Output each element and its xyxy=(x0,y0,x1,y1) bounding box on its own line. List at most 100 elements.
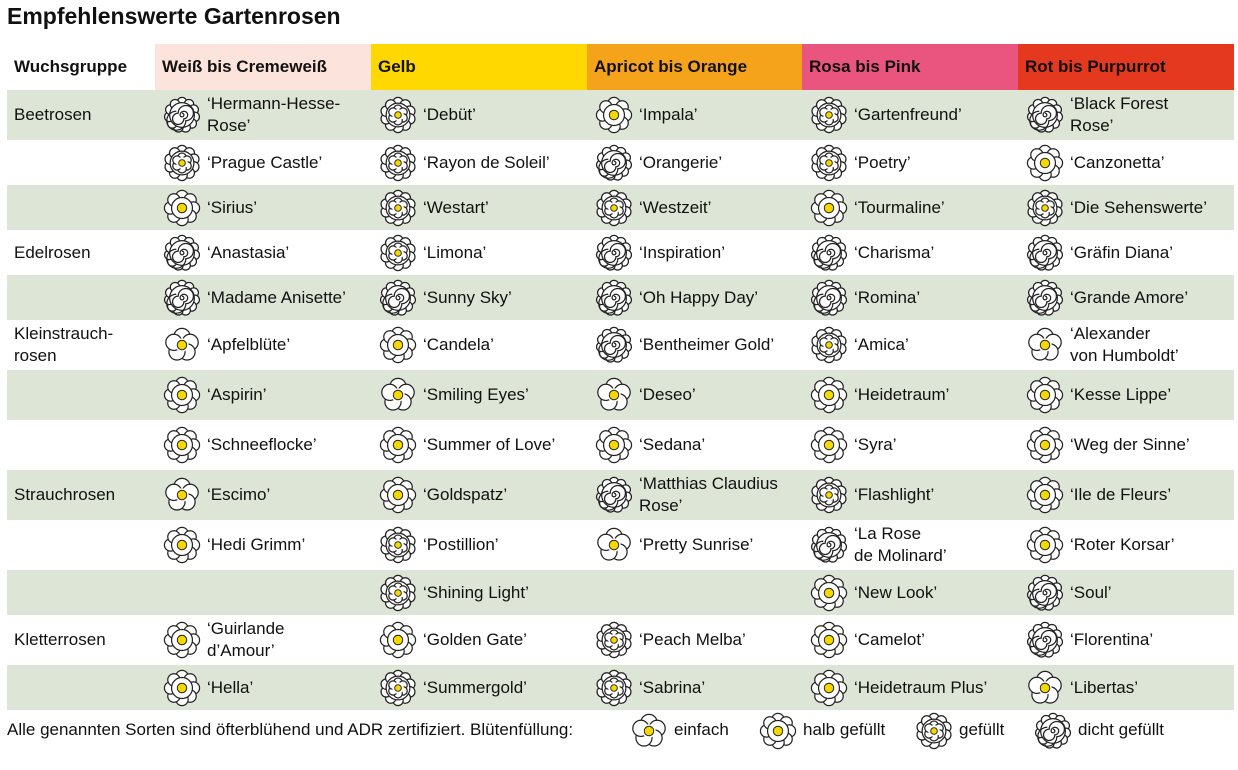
rose-icon xyxy=(379,476,417,514)
rose-icon xyxy=(759,712,797,750)
rose-icon xyxy=(381,377,415,411)
rose-icon xyxy=(597,377,631,411)
rose-name: ‘Smiling Eyes’ xyxy=(423,385,529,404)
rose-name: ‘Weg der Sinne’ xyxy=(1070,435,1190,454)
rose-name: ‘Rayon de Soleil’ xyxy=(423,152,550,172)
rose-icon xyxy=(595,326,633,363)
rose-name: ‘Flashlight’ xyxy=(854,485,935,504)
rose-icon xyxy=(379,426,417,464)
footnote: Alle genannten Sorten sind öfterblühend … xyxy=(7,720,574,739)
rose-icon xyxy=(595,476,633,513)
rose-icon xyxy=(165,477,199,511)
rose-name: ‘Hermann-Hesse- Rose’ xyxy=(207,94,341,135)
rose-icon xyxy=(163,189,201,226)
rose-name: ‘Romina’ xyxy=(854,287,921,307)
rose-icon xyxy=(379,279,417,316)
rose-name: ‘Candela’ xyxy=(423,335,494,354)
rose-name: ‘Ile de Fleurs’ xyxy=(1070,485,1172,504)
rose-name: ‘Escimo’ xyxy=(207,485,271,504)
rose-icon xyxy=(810,426,848,464)
rose-name: ‘Bentheimer Gold’ xyxy=(639,335,775,354)
rose-icon xyxy=(810,574,848,611)
rose-name: ‘Sunny Sky’ xyxy=(423,287,512,307)
rose-icon xyxy=(163,279,201,316)
rose-icon xyxy=(163,426,201,464)
legend-label: gefüllt xyxy=(959,720,1005,739)
rose-name: ‘Charisma’ xyxy=(854,242,935,262)
rose-name: ‘Camelot’ xyxy=(854,630,925,649)
rose-icon xyxy=(811,326,847,364)
rose-name: ‘Poetry’ xyxy=(854,152,911,172)
rose-icon xyxy=(811,476,847,514)
rose-icon xyxy=(163,376,201,414)
rose-name: ‘Amica’ xyxy=(854,335,909,354)
rose-name: ‘New Look’ xyxy=(854,582,938,602)
rose-icon xyxy=(380,234,416,271)
rose-name: ‘Madame Anisette’ xyxy=(207,287,346,307)
rose-name: ‘Pretty Sunrise’ xyxy=(639,535,754,554)
rose-icon xyxy=(379,326,417,364)
rose-icon xyxy=(595,234,633,271)
rose-name: ‘Libertas’ xyxy=(1070,677,1139,697)
column-header: Weiß bis Cremeweiß xyxy=(155,44,371,90)
rose-icon xyxy=(380,96,416,134)
rose-name: ‘Alexander von Humboldt’ xyxy=(1070,324,1179,365)
rose-icon xyxy=(165,327,199,361)
rose-icon xyxy=(1026,526,1064,564)
rose-name: ‘Sabrina’ xyxy=(639,677,706,697)
rose-name: ‘Debüt’ xyxy=(423,105,476,124)
rose-icon xyxy=(380,144,416,181)
rose-icon xyxy=(810,234,848,271)
rose-name: ‘Heidetraum Plus’ xyxy=(854,677,988,697)
rose-name: ‘Gartenfreund’ xyxy=(854,105,962,124)
rose-icon xyxy=(810,669,848,706)
rose-name: ‘Kesse Lippe’ xyxy=(1070,385,1172,404)
rose-name: ‘Summer of Love’ xyxy=(423,435,556,454)
rose-name: ‘Apfelblüte’ xyxy=(207,335,291,354)
rose-icon xyxy=(1026,144,1064,181)
rose-icon xyxy=(163,526,201,564)
column-header: Gelb xyxy=(371,44,587,90)
rose-name: ‘Aspirin’ xyxy=(207,385,267,404)
rose-icon xyxy=(810,279,848,316)
rose-icon xyxy=(595,426,633,464)
rose-name: ‘Hedi Grimm’ xyxy=(207,535,306,554)
rose-name: ‘Heidetraum’ xyxy=(854,385,950,404)
rose-name: ‘Anastasia’ xyxy=(207,242,290,262)
rose-icon xyxy=(810,189,848,226)
rose-icon xyxy=(596,621,632,659)
rose-name: ‘Limona’ xyxy=(423,242,487,262)
rose-icon xyxy=(163,669,201,706)
rose-icon xyxy=(596,669,632,706)
rose-icon xyxy=(1026,376,1064,414)
rose-name: ‘Syra’ xyxy=(854,435,897,454)
rose-icon xyxy=(1028,670,1062,704)
rose-name: ‘Oh Happy Day’ xyxy=(639,287,759,307)
rose-name: ‘Roter Korsar’ xyxy=(1070,535,1175,554)
rose-icon xyxy=(380,189,416,226)
rose-icon xyxy=(1026,574,1064,611)
rose-icon xyxy=(595,144,633,181)
rose-icon xyxy=(597,527,631,561)
rose-name: ‘Goldspatz’ xyxy=(423,485,508,504)
legend-label: halb gefüllt xyxy=(803,720,886,739)
rose-name: ‘Westzeit’ xyxy=(639,197,712,217)
rose-icon xyxy=(380,526,416,564)
rose-name: ‘Schneeflocke’ xyxy=(207,435,317,454)
rose-name: ‘Orangerie’ xyxy=(639,152,723,172)
rose-name: ‘Postillion’ xyxy=(423,535,499,554)
rose-icon xyxy=(380,574,416,611)
rose-icon xyxy=(1026,426,1064,464)
rose-name: ‘Tourmaline’ xyxy=(854,197,945,217)
column-header: Rot bis Purpurrot xyxy=(1018,44,1234,90)
rose-name: ‘Die Sehenswerte’ xyxy=(1070,197,1208,217)
rose-name: ‘Shining Light’ xyxy=(423,582,529,602)
group-name: Beetrosen xyxy=(14,105,92,124)
group-name: Edelrosen xyxy=(14,242,91,262)
rose-name: ‘Sirius’ xyxy=(207,197,258,217)
rose-name: ‘Guirlande d’Amour’ xyxy=(207,619,285,660)
rose-name: ‘Black Forest Rose’ xyxy=(1070,94,1169,135)
rose-name: ‘Sedana’ xyxy=(639,435,706,454)
rose-icon xyxy=(1026,96,1064,133)
group-name: Kletterrosen xyxy=(14,630,106,649)
